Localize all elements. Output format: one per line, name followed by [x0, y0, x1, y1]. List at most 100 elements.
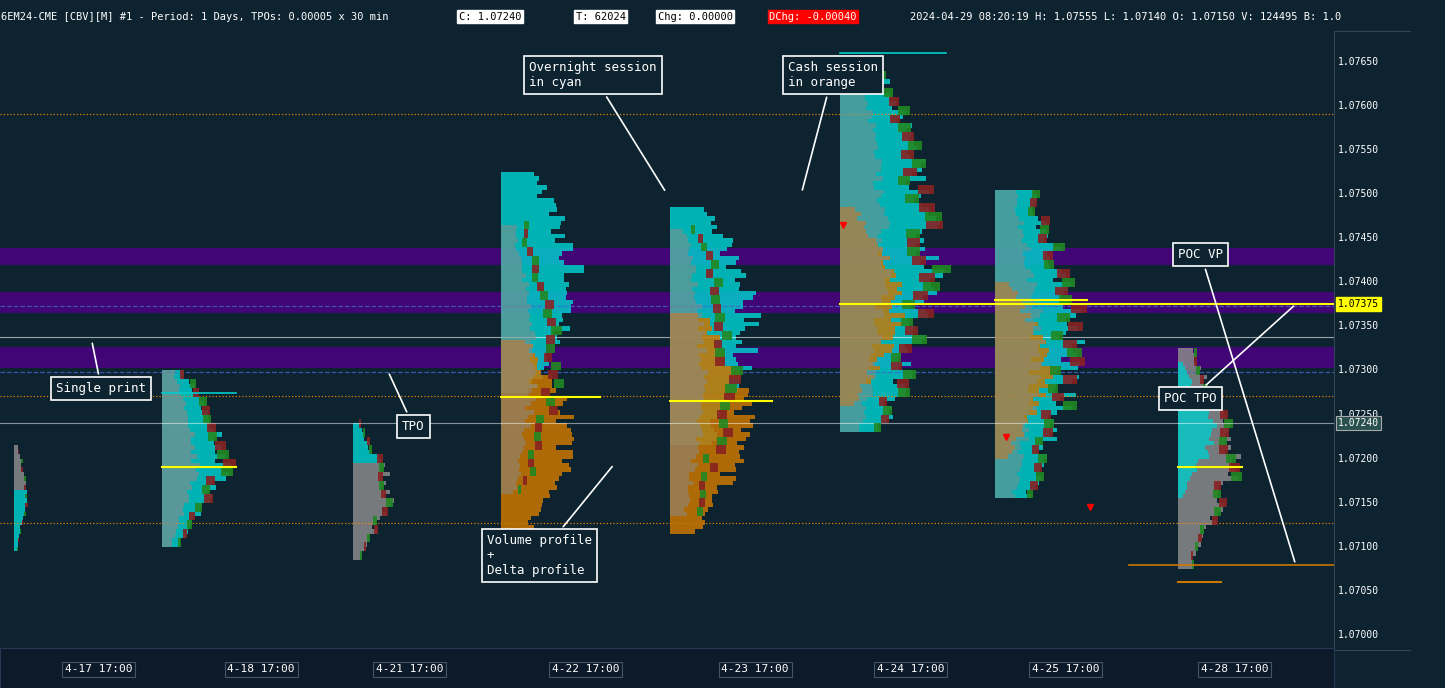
- Bar: [903, 370, 916, 379]
- Bar: [670, 415, 754, 419]
- Bar: [840, 357, 877, 362]
- Bar: [501, 428, 525, 432]
- Bar: [996, 340, 1085, 344]
- Bar: [501, 520, 527, 525]
- Bar: [215, 441, 225, 450]
- Bar: [353, 423, 360, 428]
- Bar: [840, 300, 881, 304]
- Bar: [353, 551, 361, 556]
- Bar: [840, 322, 909, 326]
- Bar: [1043, 260, 1053, 269]
- Bar: [501, 278, 522, 282]
- Bar: [840, 335, 925, 340]
- Bar: [996, 203, 1017, 207]
- Bar: [1179, 485, 1186, 490]
- Bar: [840, 185, 874, 190]
- Bar: [1027, 207, 1035, 216]
- Bar: [162, 445, 223, 450]
- Bar: [996, 221, 1048, 225]
- Bar: [670, 260, 737, 265]
- Bar: [996, 300, 1035, 304]
- Bar: [840, 309, 890, 313]
- Bar: [353, 459, 381, 463]
- Bar: [840, 247, 925, 251]
- Bar: [840, 353, 870, 357]
- Bar: [1062, 401, 1077, 410]
- Bar: [670, 423, 701, 428]
- Bar: [501, 278, 564, 282]
- Bar: [501, 450, 574, 454]
- Bar: [1199, 525, 1205, 534]
- Bar: [353, 441, 368, 445]
- Bar: [501, 388, 529, 393]
- Bar: [1040, 225, 1049, 234]
- Bar: [840, 172, 912, 176]
- Bar: [996, 472, 1036, 476]
- Bar: [699, 481, 705, 490]
- Bar: [996, 269, 1061, 273]
- Bar: [162, 370, 185, 375]
- Bar: [996, 472, 1017, 476]
- Bar: [501, 445, 525, 450]
- Bar: [1179, 525, 1207, 529]
- Bar: [840, 379, 871, 384]
- Bar: [25, 512, 26, 516]
- Bar: [714, 340, 722, 348]
- Bar: [996, 309, 1020, 313]
- Bar: [996, 379, 1038, 384]
- Bar: [996, 437, 1058, 441]
- Bar: [709, 463, 718, 472]
- Bar: [731, 366, 743, 375]
- Bar: [1032, 445, 1039, 454]
- Text: 2024-04-29 08:20:19 H: 1.07555 L: 1.07140 O: 1.07150 V: 124495 B: 1.0: 2024-04-29 08:20:19 H: 1.07555 L: 1.0714…: [910, 12, 1341, 21]
- Bar: [501, 243, 574, 247]
- Bar: [1062, 375, 1077, 384]
- Bar: [996, 234, 1025, 238]
- Bar: [1179, 467, 1196, 472]
- Bar: [1179, 362, 1182, 366]
- Text: Volume profile
+
Delta profile: Volume profile + Delta profile: [487, 466, 613, 577]
- Bar: [840, 194, 880, 198]
- Bar: [840, 370, 867, 375]
- Bar: [840, 216, 889, 221]
- Bar: [1036, 472, 1043, 481]
- Bar: [840, 137, 874, 141]
- Bar: [670, 251, 688, 256]
- Bar: [840, 357, 868, 362]
- Bar: [501, 322, 559, 326]
- Bar: [162, 432, 223, 437]
- Bar: [670, 472, 720, 476]
- Bar: [1043, 251, 1053, 260]
- Bar: [996, 304, 1062, 309]
- Bar: [353, 490, 390, 494]
- Bar: [840, 238, 876, 243]
- Bar: [670, 406, 741, 410]
- Bar: [1179, 419, 1222, 423]
- Bar: [840, 93, 864, 97]
- Bar: [840, 401, 854, 406]
- Bar: [840, 318, 874, 322]
- Bar: [1334, 31, 1412, 650]
- Bar: [840, 287, 896, 291]
- Bar: [840, 379, 867, 384]
- Bar: [670, 476, 689, 481]
- Bar: [922, 282, 939, 291]
- Text: 1.07500: 1.07500: [1338, 189, 1379, 199]
- Bar: [670, 401, 725, 406]
- Text: 1.07240: 1.07240: [1338, 418, 1379, 429]
- Bar: [670, 397, 744, 401]
- Bar: [840, 93, 890, 97]
- Bar: [208, 432, 217, 441]
- Bar: [670, 256, 738, 260]
- Bar: [670, 490, 718, 494]
- Bar: [1027, 490, 1033, 498]
- Bar: [25, 503, 27, 507]
- Bar: [840, 362, 873, 366]
- Bar: [996, 366, 1056, 370]
- Bar: [840, 384, 860, 388]
- Bar: [14, 542, 19, 547]
- Bar: [996, 476, 1040, 481]
- Bar: [546, 344, 555, 353]
- Bar: [1179, 432, 1211, 437]
- Bar: [996, 393, 1039, 397]
